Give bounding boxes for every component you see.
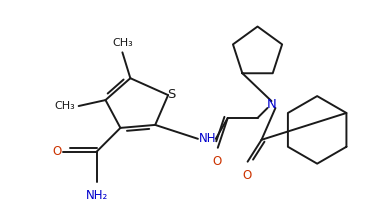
Text: CH₃: CH₃ xyxy=(54,101,75,111)
Text: NH: NH xyxy=(199,132,216,145)
Text: O: O xyxy=(242,169,251,182)
Text: S: S xyxy=(167,88,175,101)
Text: O: O xyxy=(52,145,61,158)
Text: O: O xyxy=(212,155,221,168)
Text: NH₂: NH₂ xyxy=(85,189,108,202)
Text: N: N xyxy=(266,97,276,110)
Text: CH₃: CH₃ xyxy=(112,38,133,48)
